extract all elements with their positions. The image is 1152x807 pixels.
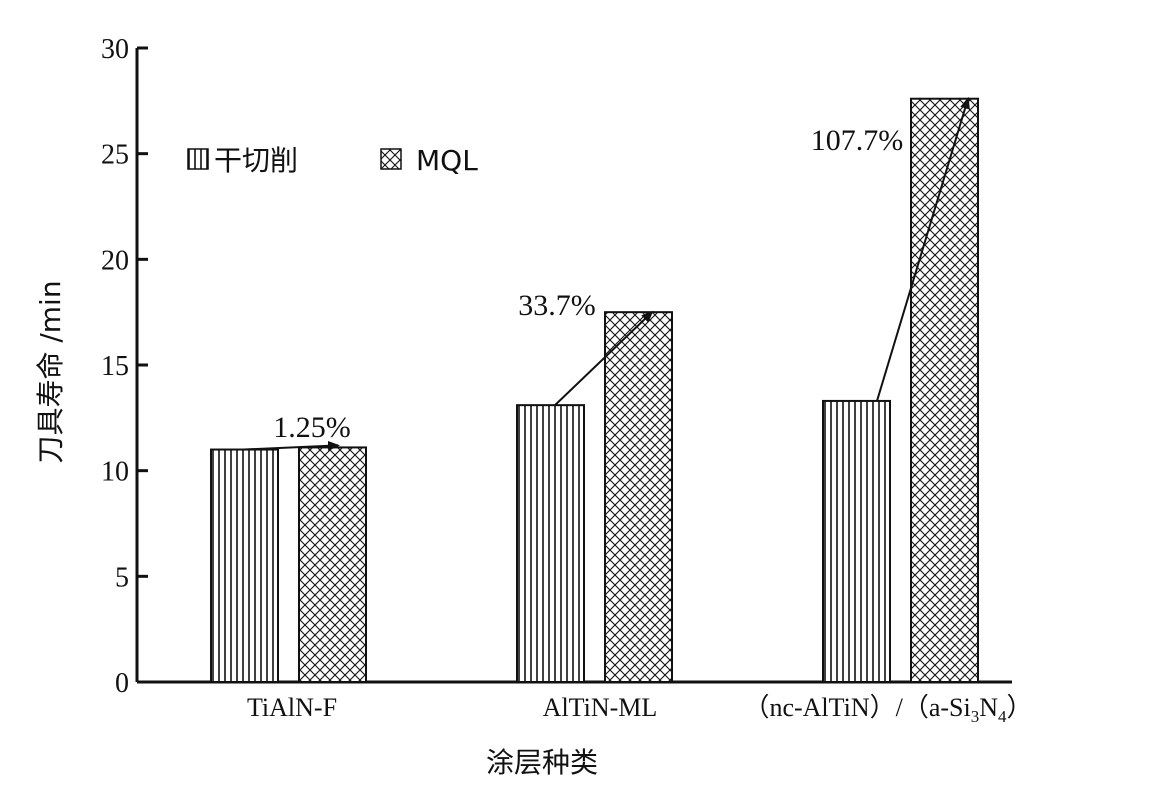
arrows-group	[243, 96, 970, 451]
y-tick-label: 5	[115, 562, 129, 593]
y-tick-label: 15	[101, 351, 129, 382]
annotation-tialn-f: 1.25%	[273, 411, 351, 444]
annotation-altin-ml: 33.7%	[518, 289, 596, 322]
bar-mql-1	[604, 311, 673, 683]
legend-label-dry: 干切削	[214, 144, 298, 177]
annotation-nc-altin: 107.7%	[811, 124, 904, 157]
legend-label-mql: MQL	[416, 144, 478, 177]
y-axis-title: 刀具寿命 /min	[34, 280, 67, 463]
bar-mql-0	[298, 446, 367, 684]
legend: 干切削 MQL	[187, 144, 478, 177]
x-tick-label-0: TiAlN-F	[247, 693, 337, 722]
bars-group	[210, 97, 979, 684]
legend-swatch-dry	[187, 148, 209, 170]
bar-dry-1	[516, 404, 585, 683]
labels-group: TiAlN-F AlTiN-ML （nc-AlTiN）/（a-Si3N4）	[247, 693, 1033, 726]
change-arrow-2	[876, 96, 970, 402]
bar-mql-2	[910, 97, 979, 684]
bar-dry-0	[210, 448, 279, 683]
legend-swatch-mql	[380, 148, 402, 170]
y-tick-label: 20	[101, 245, 129, 276]
x-tick-label-2: （nc-AlTiN）/（a-Si3N4）	[743, 693, 1032, 726]
y-tick-label: 10	[101, 457, 129, 488]
change-arrow-1	[554, 310, 654, 406]
y-tick-label: 0	[115, 668, 129, 699]
y-tick-label: 25	[101, 140, 129, 171]
x-tick-label-1: AlTiN-ML	[543, 693, 658, 722]
axes: 0 5 10 15 20 25 30	[101, 34, 1012, 699]
x-axis-title: 涂层种类	[486, 746, 598, 779]
change-arrow-0	[243, 440, 340, 451]
y-tick-label: 30	[101, 34, 129, 65]
bar-dry-2	[822, 399, 891, 683]
